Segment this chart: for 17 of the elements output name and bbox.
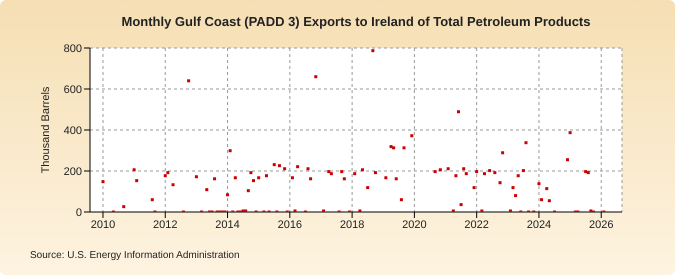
x-tick-label: 2022	[464, 218, 489, 231]
y-tick-label: 400	[64, 124, 82, 137]
chart-title: Monthly Gulf Coast (PADD 3) Exports to Ireland of Total Petroleum Products	[120, 14, 592, 29]
y-tick-label: 200	[64, 166, 82, 178]
x-tick-label: 2016	[278, 218, 302, 231]
x-tick-label: 2014	[215, 218, 240, 231]
x-tick-label: 2020	[402, 218, 427, 231]
y-tick-label: 800	[64, 42, 82, 55]
x-tick-label: 2024	[526, 218, 552, 231]
y-tick-label: 600	[64, 84, 82, 96]
y-tick-label: 0	[76, 206, 82, 219]
source-note: Source: U.S. Energy Information Administration	[30, 250, 240, 261]
y-axis-title: Thousand Barrels	[40, 86, 52, 174]
x-tick-label: 2010	[90, 218, 116, 231]
x-tick-label: 2018	[340, 218, 364, 231]
x-tick-label: 2012	[153, 218, 178, 231]
x-tick-label: 2026	[588, 218, 614, 231]
